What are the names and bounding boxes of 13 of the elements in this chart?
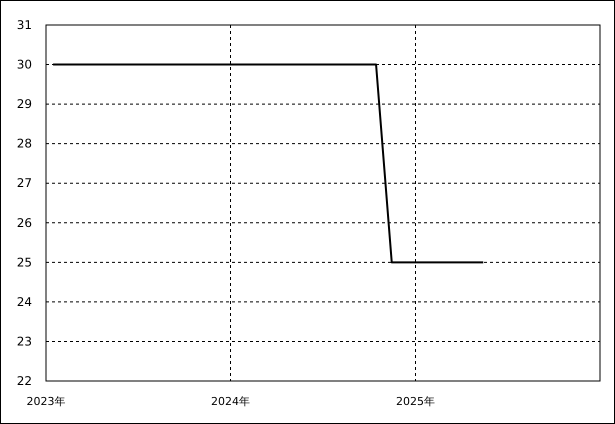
x-tick-label: 2025年	[396, 395, 435, 408]
y-tick-label: 28	[16, 136, 32, 151]
y-tick-label: 23	[16, 334, 32, 348]
y-tick-label: 27	[16, 176, 32, 190]
y-tick-label: 22	[16, 374, 32, 388]
x-tick-label: 2023年	[26, 395, 66, 408]
y-tick-label: 24	[16, 294, 32, 309]
y-tick-label: 29	[16, 97, 32, 112]
y-tick-label: 25	[16, 255, 32, 270]
y-tick-label: 26	[16, 216, 32, 230]
x-tick-label: 2024年	[211, 395, 250, 408]
y-tick-label: 30	[16, 58, 32, 72]
y-tick-label: 31	[16, 18, 32, 32]
